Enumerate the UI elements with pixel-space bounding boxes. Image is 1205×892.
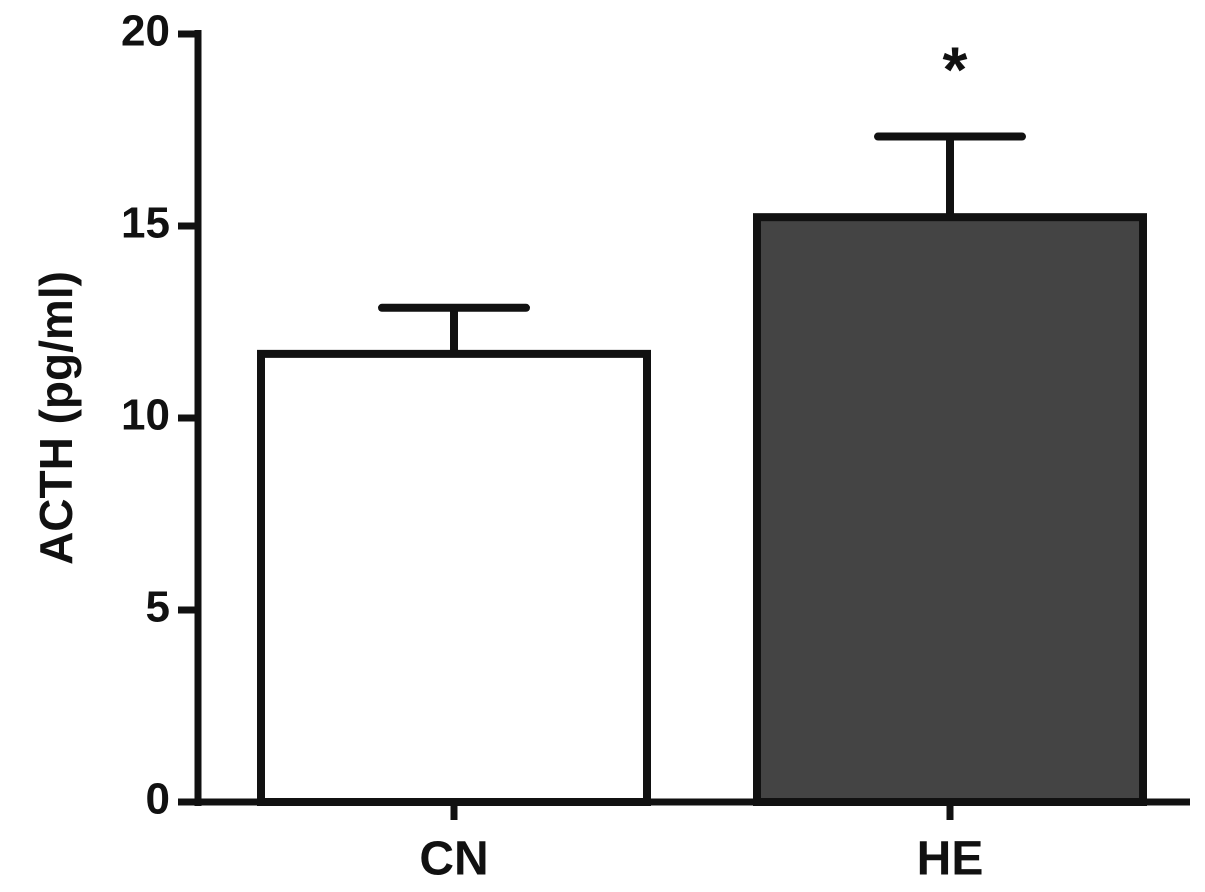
bar — [257, 349, 651, 806]
x-tick-label: CN — [419, 833, 488, 886]
x-tick-label: HE — [917, 833, 984, 886]
y-tick-label: 5 — [146, 583, 170, 632]
y-tick-label: 0 — [146, 775, 170, 824]
y-tick-label: 20 — [121, 7, 170, 56]
bar — [753, 213, 1147, 806]
y-tick-label: 10 — [121, 391, 170, 440]
y-tick-label: 15 — [121, 199, 170, 248]
y-axis-label: ACTH (pg/ml) — [30, 271, 82, 565]
significance-mark: * — [943, 33, 968, 105]
